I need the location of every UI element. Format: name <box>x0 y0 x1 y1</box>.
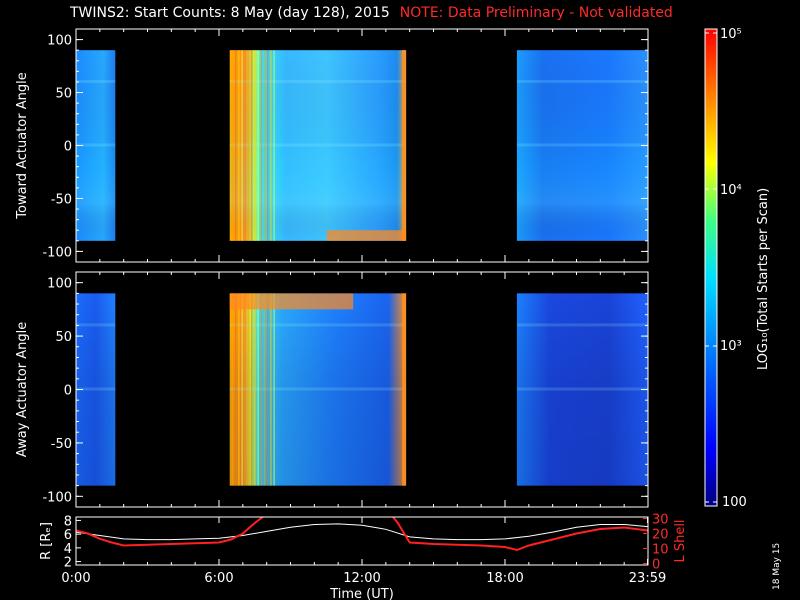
spectrogram-stripe <box>247 293 250 486</box>
y-left-tick-label: 6 <box>64 528 72 543</box>
spectrogram-stripe <box>241 293 243 486</box>
angle-band <box>516 387 648 391</box>
angle-band <box>516 143 648 147</box>
spectrogram-stripe <box>273 293 275 486</box>
spectrogram-shading <box>516 50 648 241</box>
colorbar-tick-label: 10³ <box>720 339 742 354</box>
x-axis-label: Time (UT) <box>329 587 394 600</box>
colorbar-label: LOG₁₀(Total Starts per Scan) <box>756 188 771 370</box>
y-tick-label: -50 <box>51 192 72 207</box>
angle-band <box>229 387 407 391</box>
spectrogram-stripe <box>270 50 272 241</box>
spectrogram-stripe <box>260 50 263 241</box>
y-tick-label: 0 <box>64 384 72 399</box>
colorbar-tick-label: 10⁴ <box>720 183 742 198</box>
spectrogram-edge <box>402 50 407 241</box>
angle-band <box>76 143 116 147</box>
colorbar-tick-label: 10⁵ <box>720 27 742 42</box>
spectrogram-stripe <box>263 293 266 486</box>
y-left-tick-label: 4 <box>64 542 72 557</box>
lshell-series-line <box>76 517 648 552</box>
y-tick-label: 0 <box>64 140 72 155</box>
spectrogram-stripe <box>266 50 269 241</box>
spectrogram-hot-band <box>229 293 354 310</box>
x-tick-label: 18:00 <box>486 571 523 586</box>
x-tick-label: 23:59 <box>629 571 666 586</box>
spectrogram-stripe <box>250 50 253 241</box>
y-tick-label: 100 <box>47 34 72 49</box>
x-tick-label: 6:00 <box>204 571 233 586</box>
spectrogram-stripe <box>257 293 259 486</box>
x-tick-label: 12:00 <box>343 571 380 586</box>
colorbar: 10⁵ 10⁴ 10³ 100 LOG₁₀(Total Starts per S… <box>704 27 771 510</box>
spectrogram-stripe <box>234 50 237 241</box>
y-axis-label: Away Actuator Angle <box>15 322 30 457</box>
spectrogram-stripe <box>254 50 256 241</box>
angle-band <box>229 79 407 83</box>
spectrogram-stripe <box>241 50 243 241</box>
spectrogram-shading <box>229 293 407 486</box>
spectrogram-stripe <box>260 293 263 486</box>
spectrogram-stripe <box>231 50 234 241</box>
spectrogram-stripe <box>234 293 237 486</box>
y-left-tick-label: 8 <box>64 514 72 529</box>
angle-band <box>76 79 116 83</box>
y-right-tick-label: 0 <box>652 558 660 573</box>
y-right-axis-label: L Shell <box>673 519 688 562</box>
angle-band <box>516 323 648 327</box>
angle-band <box>516 79 648 83</box>
y-left-tick-label: 2 <box>64 556 72 571</box>
date-stamp: 18 May 15 <box>772 542 782 590</box>
spectrogram-stripe <box>254 293 256 486</box>
title-main: TWINS2: Start Counts: 8 May (day 128), 2… <box>70 5 390 21</box>
colorbar-tick-label: 100 <box>722 495 747 510</box>
spectrogram-hot-band <box>326 230 407 241</box>
spectrogram-stripe <box>244 293 247 486</box>
chart-title: TWINS2: Start Counts: 8 May (day 128), 2… <box>70 5 673 21</box>
spectrogram-shading <box>516 293 648 486</box>
spectrogram-stripe <box>270 293 272 486</box>
y-axis-label: Toward Actuator Angle <box>15 72 30 219</box>
y-tick-label: -100 <box>42 490 72 505</box>
away-actuator-panel: -100 -50 0 50 100 Away Actuator Angle <box>15 271 649 508</box>
x-tick-label: 0:00 <box>61 571 90 586</box>
panel-frame <box>75 516 649 566</box>
y-tick-label: 50 <box>55 87 72 102</box>
toward-actuator-panel: -100 -50 0 50 100 Toward Actuator Angle <box>15 28 649 263</box>
y-tick-label: 50 <box>55 330 72 345</box>
spectrogram-stripe <box>244 50 247 241</box>
colorbar-scale <box>704 28 718 507</box>
angle-band <box>229 323 407 327</box>
y-right-tick-label: 10 <box>652 543 669 558</box>
spectrogram-edge <box>402 293 407 486</box>
spectrogram-shading <box>229 50 407 241</box>
angle-band <box>229 143 407 147</box>
y-tick-label: -100 <box>42 245 72 260</box>
spectrogram-stripe <box>250 293 253 486</box>
spectrogram-stripe <box>247 50 250 241</box>
y-right-tick-label: 20 <box>652 528 669 543</box>
y-tick-label: -50 <box>51 437 72 452</box>
r-series-line <box>76 523 648 541</box>
spectrogram-stripe <box>266 293 269 486</box>
spectrogram-stripe <box>257 50 259 241</box>
spectrogram-stripe <box>273 50 275 241</box>
y-right-tick-label: 30 <box>652 513 669 528</box>
spectrogram-stripe <box>263 50 266 241</box>
spectrogram-stripe <box>238 293 240 486</box>
angle-band <box>76 323 116 327</box>
preliminary-note: NOTE: Data Preliminary - Not validated <box>399 5 673 21</box>
spectrogram-stripe <box>231 293 234 486</box>
angle-band <box>76 387 116 391</box>
y-tick-label: 100 <box>47 277 72 292</box>
spectrogram-stripe <box>238 50 240 241</box>
y-left-axis-label: R [Rₑ] <box>39 522 54 560</box>
